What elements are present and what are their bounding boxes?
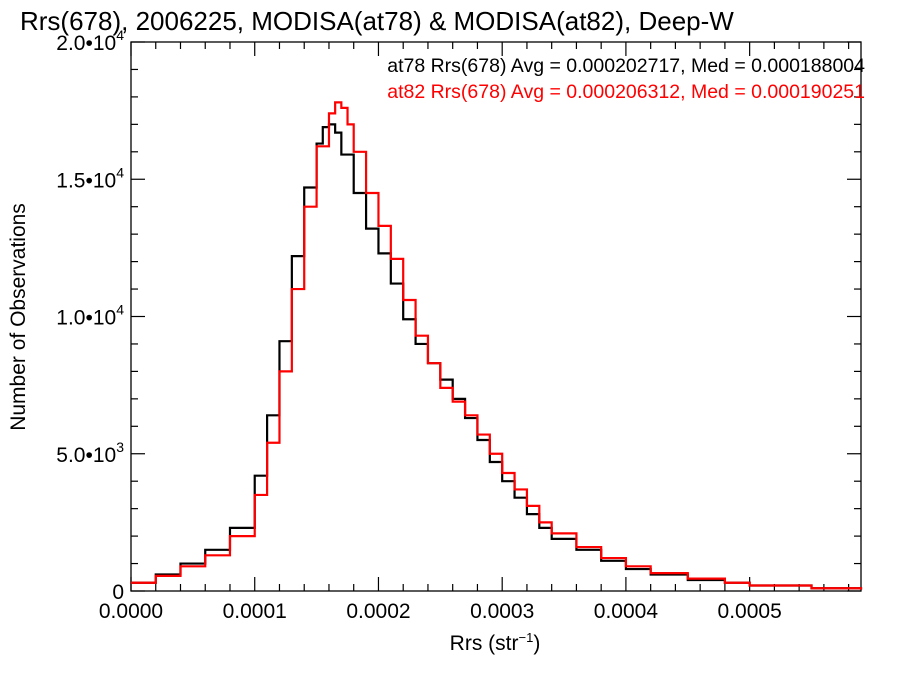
- x-tick-label: 0.0000: [99, 600, 163, 623]
- annotation-at78: at78 Rrs(678) Avg = 0.000202717, Med = 0…: [387, 55, 865, 77]
- y-tick-label: 0: [112, 581, 124, 604]
- plot-frame: [130, 41, 862, 592]
- chart-title: Rrs(678), 2006225, MODISA(at78) & MODISA…: [20, 6, 734, 36]
- series-layer: [131, 101, 863, 590]
- y-tick-label: 1.0•104: [56, 302, 124, 330]
- x-axis-ticks: 0.0000 0.0001 0.0002 0.0003 0.0004 0.0005: [99, 42, 850, 623]
- y-tick-label: 1.5•104: [56, 164, 124, 192]
- x-tick-label: 0.0002: [346, 600, 410, 623]
- plot-border: [130, 41, 862, 592]
- annotation-at82: at82 Rrs(678) Avg = 0.000206312, Med = 0…: [387, 81, 865, 103]
- x-tick-label: 0.0003: [470, 600, 534, 623]
- x-tick-label: 0.0004: [594, 600, 659, 623]
- series-line-0: [131, 123, 863, 590]
- y-axis-ticks: 0 5.0•103 1.0•104 1.5•104 2.0•104: [56, 27, 861, 604]
- x-axis-label: Rrs (str−1): [450, 630, 541, 655]
- y-tick-label: 2.0•104: [56, 27, 124, 55]
- y-axis-label: Number of Observations: [7, 203, 30, 431]
- series-line-1: [131, 101, 863, 590]
- x-tick-label: 0.0001: [223, 600, 287, 623]
- y-tick-label: 5.0•103: [56, 439, 124, 467]
- x-tick-label: 0.0005: [718, 600, 782, 623]
